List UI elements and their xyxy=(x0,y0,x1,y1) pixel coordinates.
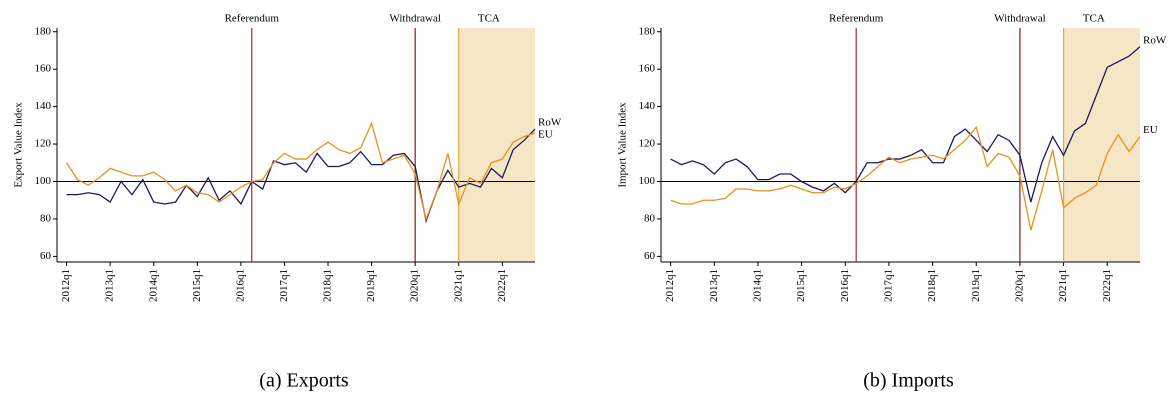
y-tick-label: 100 xyxy=(639,175,656,187)
series-label: EU xyxy=(1143,124,1158,136)
event-label: Referendum xyxy=(829,13,884,25)
caption: (b) Imports xyxy=(863,370,954,392)
y-tick-label: 120 xyxy=(35,138,52,150)
series-label: EU xyxy=(538,129,553,141)
y-tick-label: 140 xyxy=(35,100,52,112)
y-tick-label: 160 xyxy=(639,63,656,75)
y-tick-label: 180 xyxy=(639,25,656,37)
x-tick-label: 2015q1 xyxy=(191,269,203,302)
event-label: TCA xyxy=(478,13,500,25)
x-tick-label: 2013q1 xyxy=(708,269,720,302)
x-tick-label: 2016q1 xyxy=(234,269,246,302)
x-tick-label: 2022q1 xyxy=(496,269,508,302)
x-tick-label: 2012q1 xyxy=(60,269,72,302)
x-tick-label: 2013q1 xyxy=(104,269,116,302)
series-line xyxy=(66,121,536,222)
x-tick-label: 2017q1 xyxy=(882,269,894,302)
series-line xyxy=(670,46,1141,203)
y-tick-label: 140 xyxy=(639,100,656,112)
y-tick-label: 60 xyxy=(40,250,52,262)
y-tick-label: 180 xyxy=(35,25,52,37)
event-label: Withdrawal xyxy=(994,13,1045,25)
series-label: RoW xyxy=(1143,34,1167,46)
y-tick-label: 120 xyxy=(639,138,656,150)
x-tick-label: 2020q1 xyxy=(1013,269,1025,302)
x-tick-label: 2022q1 xyxy=(1101,269,1113,302)
x-tick-label: 2012q1 xyxy=(664,269,676,302)
y-tick-label: 160 xyxy=(35,63,52,75)
x-tick-label: 2019q1 xyxy=(970,269,982,302)
x-tick-label: 2017q1 xyxy=(278,269,290,302)
x-tick-label: 2018q1 xyxy=(926,269,938,302)
x-tick-label: 2015q1 xyxy=(795,269,807,302)
shaded-period xyxy=(458,28,535,262)
event-label: Referendum xyxy=(225,13,280,25)
x-tick-label: 2021q1 xyxy=(452,269,464,302)
x-tick-label: 2014q1 xyxy=(751,269,763,302)
series-line xyxy=(66,128,536,224)
shaded-period xyxy=(1063,28,1140,262)
event-label: Withdrawal xyxy=(389,13,440,25)
x-tick-label: 2014q1 xyxy=(147,269,159,302)
y-tick-label: 100 xyxy=(35,175,52,187)
y-tick-label: 80 xyxy=(40,212,52,224)
y-axis-title: Import Value Index xyxy=(617,102,629,188)
series-label: RoW xyxy=(538,117,562,129)
y-axis-title: Export Value Index xyxy=(13,102,25,188)
x-tick-label: 2021q1 xyxy=(1057,269,1069,302)
x-tick-label: 2019q1 xyxy=(365,269,377,302)
event-label: TCA xyxy=(1083,13,1105,25)
caption: (a) Exports xyxy=(259,370,349,392)
x-tick-label: 2018q1 xyxy=(322,269,334,302)
x-tick-label: 2020q1 xyxy=(409,269,421,302)
y-tick-label: 80 xyxy=(644,212,656,224)
series-line xyxy=(670,125,1141,231)
x-tick-label: 2016q1 xyxy=(839,269,851,302)
y-tick-label: 60 xyxy=(644,250,656,262)
